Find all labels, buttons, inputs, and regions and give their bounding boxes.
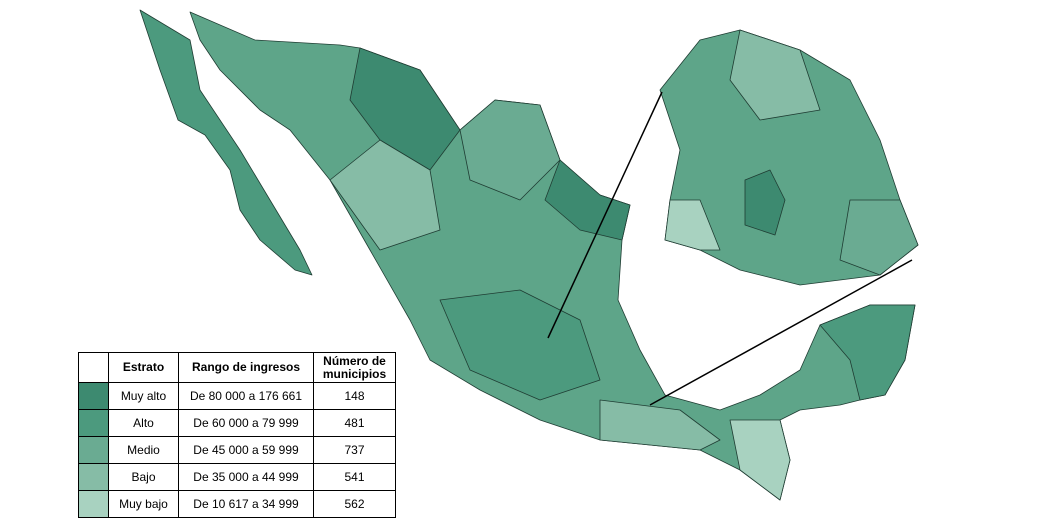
header-cell: Rango de ingresos xyxy=(178,352,314,383)
income-range: De 80 000 a 176 661 xyxy=(178,382,314,410)
region-gulf xyxy=(544,159,631,241)
municipality-count: 148 xyxy=(313,382,396,410)
stratum: Medio xyxy=(108,436,179,464)
region-yucatan xyxy=(819,304,916,401)
legend-row: Muy alto De 80 000 a 176 661 148 xyxy=(78,382,396,410)
municipality-count: 562 xyxy=(313,490,396,518)
color-swatch xyxy=(78,436,109,464)
header-cell: Estrato xyxy=(108,352,179,383)
stratum: Alto xyxy=(108,409,179,437)
color-swatch xyxy=(78,382,109,410)
region-center-west xyxy=(329,139,441,251)
income-range: De 35 000 a 44 999 xyxy=(178,463,314,491)
income-range: De 60 000 a 79 999 xyxy=(178,409,314,437)
color-swatch xyxy=(78,490,109,518)
header-cell: Número de municipios xyxy=(313,352,396,383)
inset-west xyxy=(664,199,721,251)
stratum: Muy alto xyxy=(108,382,179,410)
region-northeast xyxy=(459,99,561,201)
baja-peninsula xyxy=(139,9,313,276)
municipality-count: 541 xyxy=(313,463,396,491)
inset-north xyxy=(729,29,821,121)
color-swatch xyxy=(78,409,109,437)
municipality-count: 737 xyxy=(313,436,396,464)
header-cell xyxy=(78,352,109,383)
legend-row: Bajo De 35 000 a 44 999 541 xyxy=(78,463,396,491)
municipality-count: 481 xyxy=(313,409,396,437)
legend-row: Alto De 60 000 a 79 999 481 xyxy=(78,409,396,437)
region-south xyxy=(599,399,721,451)
income-range: De 10 617 a 34 999 xyxy=(178,490,314,518)
inset-east xyxy=(839,199,919,276)
legend-row: Muy bajo De 10 617 a 34 999 562 xyxy=(78,490,396,518)
legend-row: Medio De 45 000 a 59 999 737 xyxy=(78,436,396,464)
legend-header: Estrato Rango de ingresos Número de muni… xyxy=(78,352,396,383)
inset-connector xyxy=(547,91,663,339)
income-range: De 45 000 a 59 999 xyxy=(178,436,314,464)
color-swatch xyxy=(78,463,109,491)
legend-rows: Muy alto De 80 000 a 176 661 148 Alto De 60 … xyxy=(78,382,396,518)
region-center xyxy=(439,289,601,401)
legend-table: Estrato Rango de ingresos Número de muni… xyxy=(78,352,396,518)
region-chiapas xyxy=(729,419,791,501)
inset-cdmx xyxy=(744,169,786,236)
stratum: Bajo xyxy=(108,463,179,491)
inset-connector xyxy=(649,259,913,406)
stratum: Muy bajo xyxy=(108,490,179,518)
